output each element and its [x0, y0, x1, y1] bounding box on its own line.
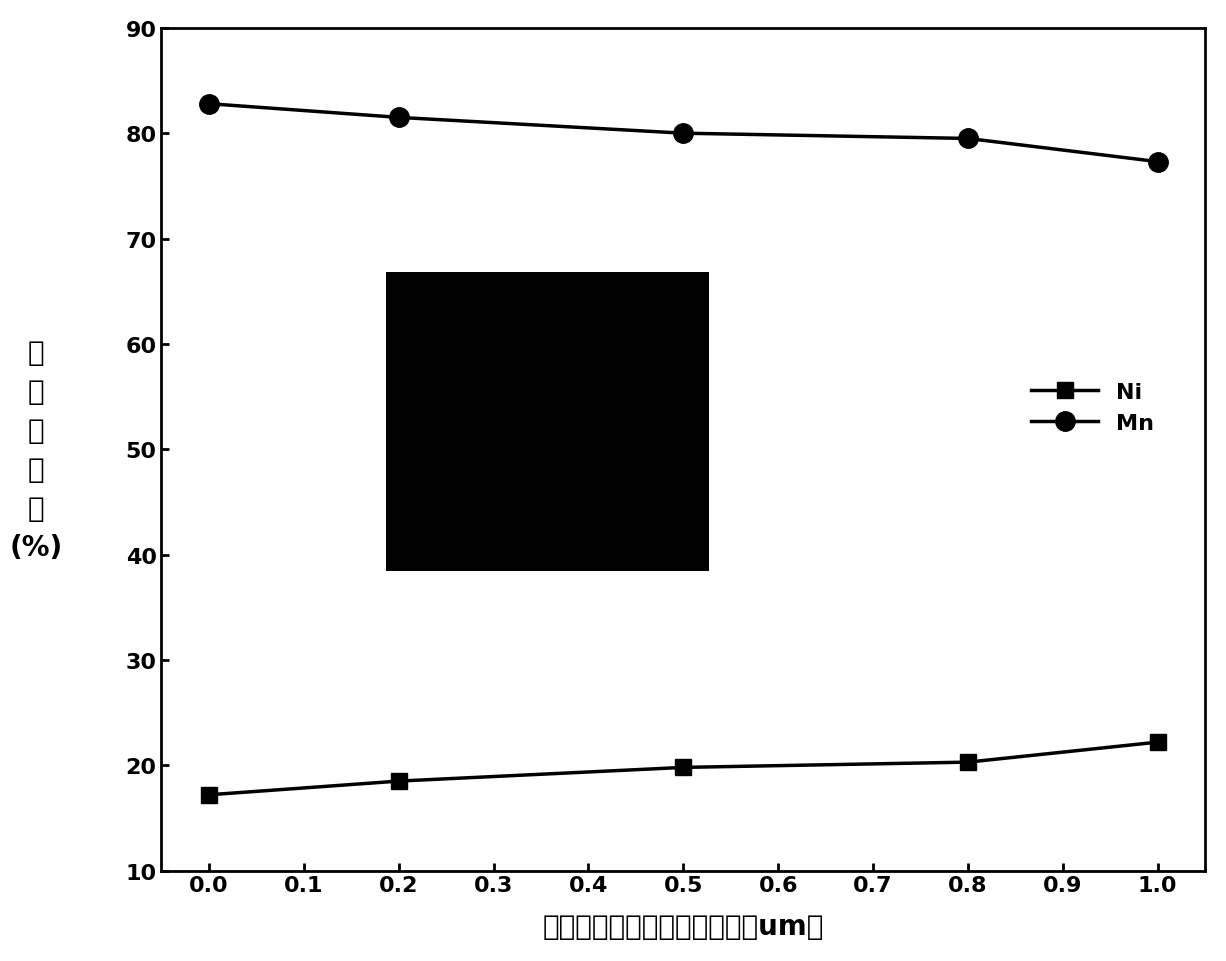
Mn: [961, 134, 976, 145]
Legend: Ni, Mn: Ni, Mn: [1022, 373, 1162, 442]
Ni: [676, 762, 690, 774]
Mn: [1150, 157, 1165, 168]
Mn: [676, 128, 690, 139]
Ni: [391, 776, 406, 787]
X-axis label: 距　中　心　的　距　离　（um）: 距 中 心 的 距 离 （um）: [543, 912, 824, 940]
Line: Mn: Mn: [199, 95, 1167, 172]
Text: 元
素
百
分
比
(%): 元 素 百 分 比 (%): [10, 338, 63, 561]
Line: Ni: Ni: [201, 735, 1166, 802]
Mn: [201, 99, 216, 111]
Ni: [961, 756, 976, 768]
Ni: [201, 789, 216, 801]
Mn: [391, 112, 406, 124]
FancyBboxPatch shape: [386, 273, 710, 572]
Ni: [1150, 736, 1165, 748]
